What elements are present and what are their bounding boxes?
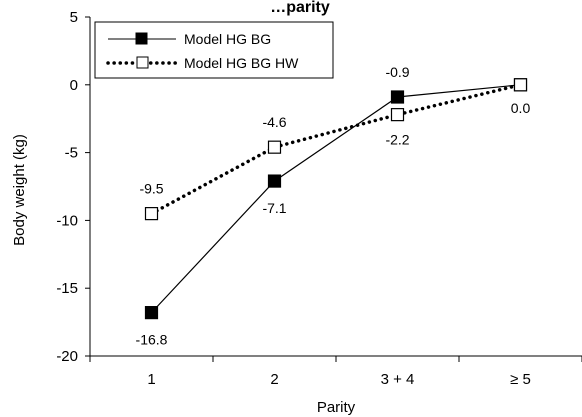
- legend-label-2: Model HG BG HW: [184, 55, 299, 71]
- series-2-point: [513, 78, 528, 92]
- y-tick-label: 0: [70, 77, 78, 94]
- y-ticks: 5 0 -5 -10 -15 -20: [56, 9, 90, 365]
- series-layer: [144, 78, 528, 320]
- x-tick-label: 3 + 4: [381, 371, 415, 388]
- y-tick-label: 5: [70, 9, 78, 26]
- x-tick-label: 2: [270, 371, 278, 388]
- y-tick-label: -20: [56, 348, 78, 365]
- series-line-1: [151, 84, 521, 314]
- series-2-point: [267, 140, 282, 154]
- y-axis-title: Body weight (kg): [11, 134, 28, 246]
- series-1-point: [267, 174, 282, 188]
- y-tick-label: -5: [65, 145, 78, 162]
- series-1-point: [144, 306, 159, 320]
- legend-entry-1: Model HG BG: [108, 31, 271, 47]
- series-2-point: [390, 108, 405, 122]
- y-tick-label: -15: [56, 280, 78, 297]
- legend-label-1: Model HG BG: [184, 31, 271, 47]
- y-tick-label: -10: [56, 212, 78, 229]
- series-2-point: [144, 207, 159, 221]
- chart-title: …parity: [270, 0, 330, 16]
- legend-marker-2: [136, 56, 149, 69]
- x-tick-label: ≥ 5: [510, 371, 531, 388]
- data-label: -2.2: [385, 132, 409, 148]
- x-ticks: 1 2 3 + 4 ≥ 5: [89, 356, 582, 388]
- data-label: -7.1: [262, 200, 286, 216]
- series-line-2: [149, 83, 523, 216]
- x-axis-title: Parity: [317, 399, 356, 416]
- legend-marker-1: [135, 32, 148, 45]
- series-1-point: [390, 90, 405, 104]
- x-tick-label: 1: [147, 371, 155, 388]
- data-label: 0.0: [511, 100, 531, 116]
- data-label: -0.9: [385, 64, 409, 80]
- data-label: -16.8: [136, 332, 168, 348]
- data-labels: -16.8 -7.1 -0.9 -9.5 -4.6 -2.2 0.0: [136, 64, 531, 348]
- legend: Model HG BG Model HG BG HW: [94, 21, 334, 79]
- data-label: -4.6: [262, 114, 286, 130]
- legend-box: [94, 21, 334, 79]
- legend-entry-2: Model HG BG HW: [106, 55, 299, 71]
- data-label: -9.5: [139, 181, 163, 197]
